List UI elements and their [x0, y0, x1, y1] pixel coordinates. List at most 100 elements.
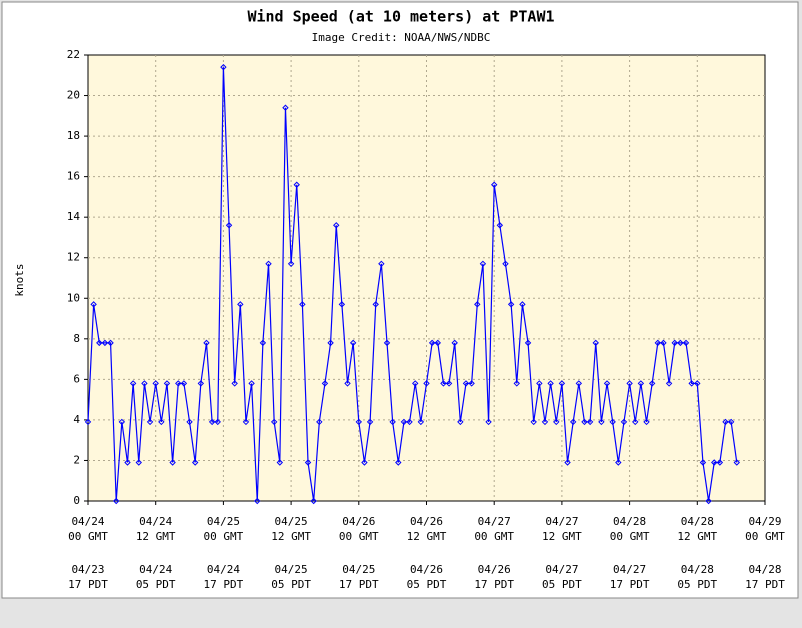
data-point — [485, 418, 492, 426]
data-point — [344, 380, 351, 387]
data-point — [586, 418, 594, 426]
data-point — [304, 459, 312, 466]
data-point — [699, 459, 707, 466]
x-tick-label: 04/25 — [275, 563, 308, 576]
data-point — [299, 301, 306, 308]
data-point — [197, 380, 205, 387]
data-point — [372, 301, 379, 308]
data-point — [643, 418, 650, 426]
x-tick-label: 04/25 — [342, 563, 375, 576]
data-point — [558, 380, 566, 387]
data-point — [321, 380, 329, 387]
data-point — [406, 418, 413, 426]
x-tick-label: 12 GMT — [271, 530, 311, 543]
data-point — [383, 339, 391, 347]
data-point — [711, 459, 718, 466]
data-point — [654, 339, 662, 347]
data-point — [598, 418, 605, 426]
data-point — [84, 418, 92, 426]
x-tick-label: 00 GMT — [610, 530, 650, 543]
x-tick-label: 04/24 — [71, 515, 104, 528]
x-tick-label: 04/26 — [478, 563, 511, 576]
x-tick-label: 04/27 — [613, 563, 646, 576]
data-point — [316, 418, 323, 426]
data-point — [118, 418, 126, 426]
data-point — [722, 418, 729, 426]
data-point — [378, 260, 385, 268]
data-point — [513, 380, 520, 387]
data-point — [389, 418, 396, 426]
x-tick-label: 04/25 — [275, 515, 308, 528]
data-point — [671, 339, 678, 347]
data-point — [682, 339, 690, 347]
y-tick-label: 2 — [73, 453, 80, 466]
x-tick-label: 05 PDT — [407, 578, 447, 591]
data-point — [129, 380, 137, 387]
x-tick-label: 05 PDT — [136, 578, 176, 591]
y-tick-label: 12 — [67, 251, 80, 264]
data-point — [474, 301, 481, 308]
x-tick-label: 12 GMT — [542, 530, 582, 543]
x-tick-label: 04/27 — [545, 563, 578, 576]
x-tick-label: 00 GMT — [474, 530, 514, 543]
x-tick-label: 17 PDT — [68, 578, 108, 591]
x-tick-label: 04/27 — [478, 515, 511, 528]
data-point — [141, 380, 148, 387]
data-point — [677, 339, 684, 347]
data-point — [575, 380, 583, 387]
data-point — [733, 459, 740, 466]
x-tick-label: 05 PDT — [271, 578, 311, 591]
data-point — [237, 301, 244, 308]
data-point — [214, 418, 221, 426]
data-point — [468, 380, 475, 387]
data-point — [536, 380, 543, 387]
y-tick-label: 20 — [67, 89, 80, 102]
data-point — [490, 181, 498, 188]
data-point — [146, 418, 154, 426]
y-tick-label: 4 — [73, 413, 80, 426]
x-tick-label: 00 GMT — [68, 530, 108, 543]
x-tick-label: 12 GMT — [136, 530, 176, 543]
data-point — [169, 459, 176, 466]
data-point — [282, 104, 289, 111]
data-point — [90, 301, 97, 308]
data-point — [648, 380, 656, 387]
data-point — [191, 459, 199, 466]
data-point — [716, 459, 724, 466]
x-tick-label: 04/27 — [545, 515, 578, 528]
chart-subtitle: Image Credit: NOAA/NWS/NDBC — [312, 31, 491, 44]
x-tick-label: 04/24 — [207, 563, 240, 576]
x-tick-label: 00 GMT — [204, 530, 244, 543]
y-tick-label: 22 — [67, 48, 80, 61]
data-point — [434, 339, 441, 347]
x-tick-label: 04/28 — [681, 563, 714, 576]
x-tick-label: 04/29 — [748, 515, 781, 528]
data-point — [451, 339, 458, 347]
data-point — [727, 418, 735, 426]
data-point — [428, 339, 436, 347]
data-point — [530, 418, 537, 426]
data-point — [457, 418, 464, 426]
data-point — [637, 380, 645, 387]
data-point — [276, 459, 284, 466]
data-point — [445, 380, 453, 387]
x-tick-label: 04/26 — [410, 563, 443, 576]
data-point — [496, 222, 504, 229]
data-point — [417, 418, 425, 426]
data-point — [158, 418, 165, 426]
data-point — [626, 380, 633, 387]
x-tick-label: 04/23 — [71, 563, 104, 576]
x-tick-label: 04/28 — [613, 515, 646, 528]
data-point — [259, 339, 267, 347]
x-tick-label: 12 GMT — [677, 530, 717, 543]
x-tick-label: 04/25 — [207, 515, 240, 528]
data-point — [124, 459, 131, 466]
y-tick-label: 10 — [67, 291, 80, 304]
data-point — [338, 301, 346, 308]
data-point — [107, 339, 114, 347]
data-point — [507, 301, 515, 308]
data-point — [547, 380, 554, 387]
data-point — [541, 418, 549, 426]
data-point — [349, 339, 357, 347]
